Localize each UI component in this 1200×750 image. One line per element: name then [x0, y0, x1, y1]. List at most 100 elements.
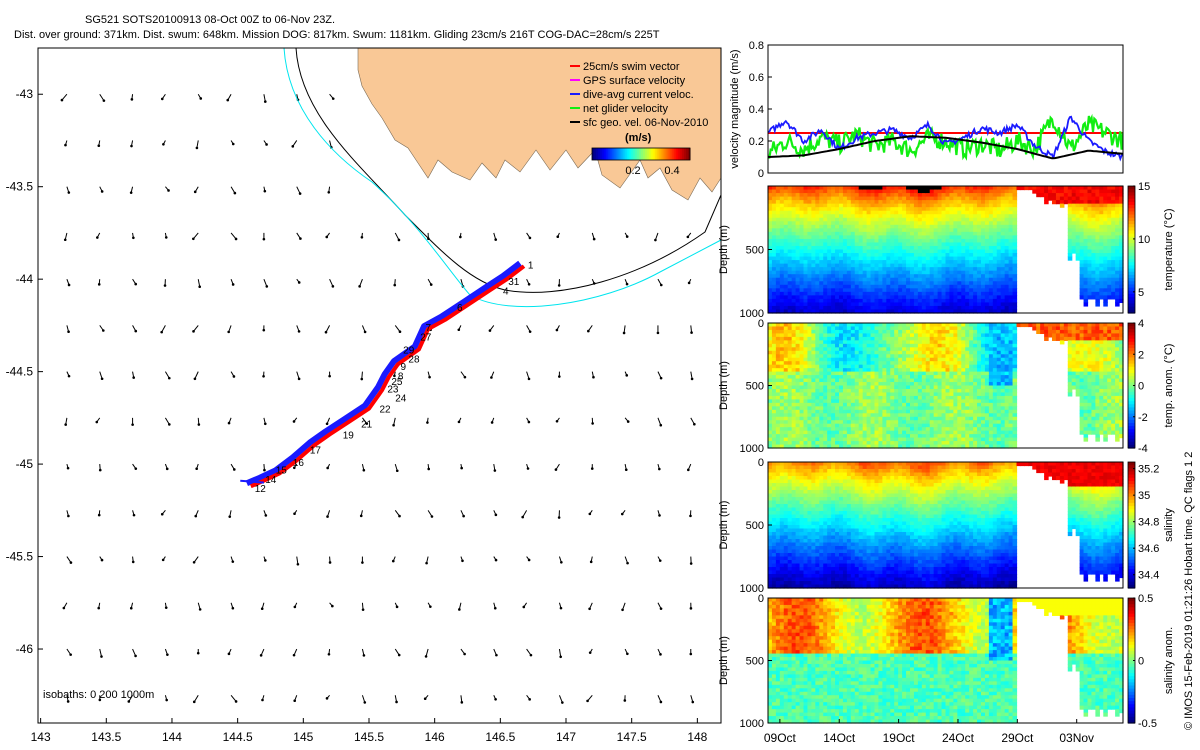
heatmap-cell	[811, 437, 816, 442]
heatmap-cell	[866, 388, 872, 394]
heatmap-cell	[925, 217, 931, 222]
heatmap-cell	[795, 378, 801, 383]
heatmap-cell	[933, 326, 939, 331]
heatmap-cell	[913, 395, 919, 400]
heatmap-cell	[925, 395, 931, 400]
heatmap-cell	[768, 224, 773, 229]
velocity-arrow-head	[134, 654, 137, 658]
heatmap-cell	[921, 253, 927, 258]
heatmap-cell	[1012, 298, 1018, 304]
track-day-label: 16	[293, 458, 305, 469]
velocity-arrow	[194, 371, 199, 379]
heatmap-cell	[815, 378, 820, 383]
heatmap-cell	[882, 253, 887, 258]
heatmap-cell	[1091, 217, 1096, 222]
heatmap-cell	[981, 189, 986, 194]
heatmap-cell	[957, 210, 962, 215]
heatmap-cell	[854, 196, 860, 201]
heatmap-cell	[890, 350, 895, 355]
heatmap-cell	[913, 326, 919, 331]
heatmap-cell	[1008, 305, 1014, 311]
heatmap-cell	[910, 444, 915, 449]
heatmap-cell	[854, 193, 860, 198]
heatmap-cell	[768, 441, 773, 446]
heatmap-cell	[795, 203, 801, 208]
heatmap-cell	[910, 423, 915, 428]
heatmap-cell	[890, 238, 895, 244]
heatmap-cell	[937, 354, 943, 359]
heatmap-cell	[1012, 217, 1018, 222]
velocity-arrow-head	[162, 142, 165, 146]
heatmap-cell	[878, 333, 883, 338]
heatmap-cell	[1095, 302, 1100, 307]
heatmap-cell	[795, 409, 801, 414]
heatmap-cell	[941, 305, 947, 311]
heatmap-cell	[811, 430, 816, 435]
heatmap-cell	[815, 364, 820, 369]
heatmap-cell	[1111, 277, 1116, 282]
heatmap-cell	[906, 249, 911, 254]
heatmap-cell	[913, 203, 919, 208]
heatmap-cell	[917, 368, 923, 373]
heatmap-cell	[835, 281, 840, 286]
velocity-arrow-head	[395, 469, 399, 473]
heatmap-cell	[803, 392, 809, 397]
heatmap-cell	[783, 224, 789, 229]
heatmap-cell	[961, 200, 966, 205]
heatmap-cell	[807, 437, 812, 442]
heatmap-cell	[933, 336, 939, 341]
heatmap-cell	[866, 200, 872, 205]
heatmap-cell	[1087, 189, 1093, 194]
heatmap-cell	[803, 437, 809, 442]
heatmap-cell	[768, 323, 773, 328]
heatmap-cell	[775, 217, 781, 222]
heatmap-cell	[842, 284, 848, 289]
heatmap-cell	[921, 288, 927, 293]
colorbar-cell	[1128, 265, 1135, 270]
heatmap-cell	[823, 343, 828, 348]
heatmap-cell	[846, 217, 852, 222]
heatmap-cell	[913, 186, 919, 191]
heatmap-cell	[1119, 193, 1124, 198]
heatmap-cell	[933, 354, 939, 359]
heatmap-cell	[803, 427, 809, 432]
heatmap-cell	[835, 210, 840, 215]
heatmap-cell	[858, 203, 864, 208]
heatmap-cell	[886, 231, 891, 236]
heatmap-cell	[803, 350, 809, 355]
heatmap-cell	[973, 224, 978, 229]
heatmap-cell	[1012, 253, 1018, 258]
heatmap-cell	[768, 267, 773, 272]
heatmap-cell	[894, 347, 899, 352]
heatmap-cell	[969, 305, 974, 311]
heatmap-cell	[906, 399, 911, 404]
heatmap-cell	[1004, 291, 1010, 296]
heatmap-cell	[1012, 249, 1018, 254]
heatmap-cell	[787, 242, 793, 247]
heatmap-cell	[878, 368, 883, 373]
heatmap-cell	[831, 235, 836, 240]
heatmap-cell	[886, 207, 891, 212]
heatmap-cell	[878, 413, 883, 418]
velocity-arrow-head	[621, 608, 624, 612]
heatmap-cell	[823, 281, 828, 286]
heatmap-cell	[925, 388, 931, 394]
heatmap-cell	[902, 284, 907, 289]
heatmap-cell	[779, 281, 785, 286]
heatmap-cell	[988, 214, 994, 219]
heatmap-cell	[858, 371, 864, 376]
heatmap-cell	[949, 256, 954, 261]
heatmap-cell	[886, 309, 891, 314]
heatmap-cell	[917, 196, 923, 201]
heatmap-cell	[992, 186, 998, 191]
heatmap-cell	[846, 309, 852, 314]
heatmap-cell	[775, 277, 781, 282]
heatmap-cell	[921, 196, 927, 201]
heatmap-cell	[862, 270, 868, 275]
heatmap-cell	[925, 238, 931, 244]
heatmap-cell	[890, 378, 895, 383]
heatmap-cell	[917, 357, 923, 362]
heatmap-cell	[827, 361, 832, 366]
heatmap-cell	[917, 305, 923, 311]
heatmap-cell	[882, 217, 887, 222]
